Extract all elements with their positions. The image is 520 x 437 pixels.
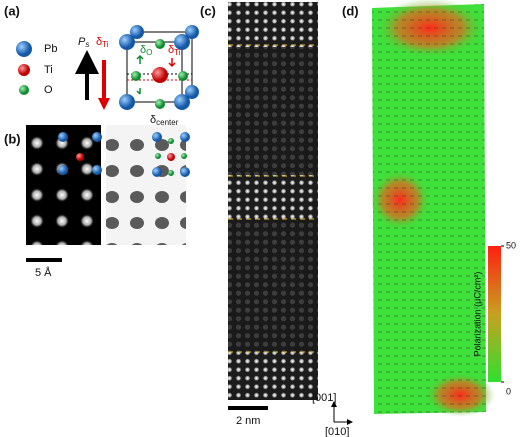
interfaces (228, 44, 318, 353)
colorbar-tick-label: 0 (506, 386, 511, 396)
legend-label: O (44, 84, 53, 96)
subscript: Ti (102, 40, 109, 49)
arrow-field (372, 4, 486, 414)
stem-bright (228, 175, 318, 220)
panel-label: (a) (4, 3, 20, 18)
dti-symbol: δTi (96, 36, 109, 49)
ti-atom (18, 64, 30, 76)
pb-atom (16, 41, 32, 57)
abf-image (106, 125, 186, 245)
symbol: P (78, 36, 86, 48)
scale-bar (26, 258, 62, 262)
legend-label: Pb (44, 43, 57, 55)
haadf-image (26, 125, 101, 245)
subscript: center (156, 118, 179, 127)
subscript: s (85, 40, 89, 49)
symbol: δ (96, 36, 102, 48)
dcenter-symbol: δcenter (150, 114, 179, 127)
colorbar (488, 246, 501, 382)
arrow-head (98, 98, 110, 110)
symbol: δ (140, 44, 146, 56)
dti2-symbol: δTi (168, 44, 181, 57)
subscript: O (146, 48, 152, 57)
stem-bright (228, 352, 318, 400)
panel-label: (b) (4, 131, 21, 146)
stem-bright (228, 2, 318, 47)
do-symbol: δO (140, 44, 152, 57)
o-atom (19, 85, 29, 95)
scale-bar (228, 406, 268, 410)
colorbar-tick-label: 50 (506, 240, 516, 250)
panel-label: (c) (200, 3, 216, 18)
legend-label: Ti (44, 64, 53, 76)
unit-cell (119, 25, 199, 110)
colorbar-label: Polarization (μC/cm²) (472, 272, 482, 357)
subscript: Ti (174, 48, 181, 57)
symbol: δ (168, 44, 174, 56)
ps-symbol: Ps (78, 36, 89, 49)
scale-label: 2 nm (236, 415, 260, 427)
direction-label: [010] (325, 426, 349, 437)
panel-label: (d) (342, 3, 359, 18)
scale-label: 5 Å (35, 266, 52, 279)
symbol: δ (150, 114, 156, 126)
atom-overlay (58, 132, 190, 177)
direction-label: [001] (312, 392, 336, 404)
